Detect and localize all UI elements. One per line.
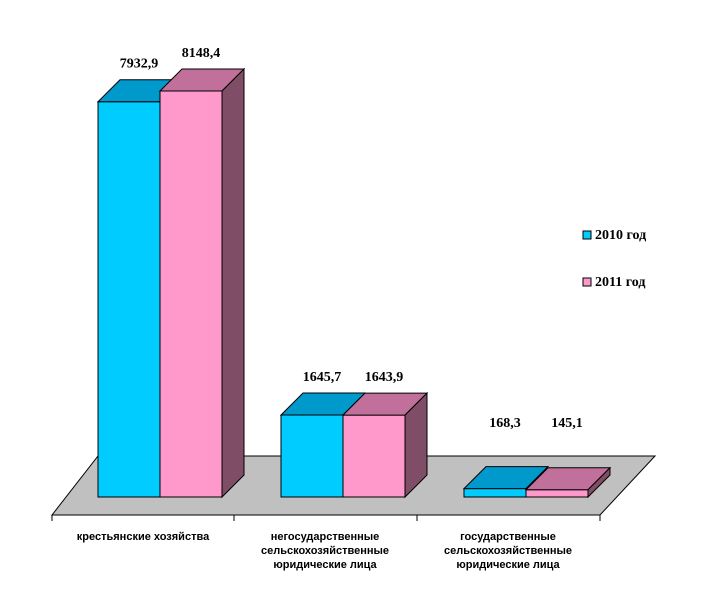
legend-swatch <box>582 277 592 287</box>
bar-side <box>404 391 428 499</box>
data-label: 1645,7 <box>303 370 342 385</box>
legend-label: 2010 год <box>595 228 646 243</box>
bar-side <box>221 67 245 499</box>
bar-front <box>525 489 589 498</box>
bar-front <box>97 101 161 498</box>
data-label: 145,1 <box>551 416 583 431</box>
data-label: 7932,9 <box>120 57 159 72</box>
bar-front <box>342 414 406 498</box>
data-label: 168,3 <box>489 416 521 431</box>
legend-swatch <box>582 230 592 240</box>
bar-2011-cat-2 <box>341 391 429 499</box>
bar-top <box>462 466 550 490</box>
bar-front <box>159 90 223 498</box>
category-label: крестьянские хозяйства <box>77 531 210 543</box>
data-label: 1643,9 <box>365 370 404 385</box>
category-label: негосударственные сельскохозяйственные юри… <box>261 531 389 571</box>
data-label: 8148,4 <box>182 46 221 61</box>
bar-front <box>463 488 527 498</box>
category-axis <box>51 514 601 521</box>
bars-group <box>96 67 612 499</box>
bar-2010-cat-2 <box>279 392 367 498</box>
bar-front <box>280 414 344 498</box>
category-label: государственные сельскохозяйственные юриди… <box>444 531 572 571</box>
legend: 2010 год 2011 год <box>582 228 646 290</box>
bar-side <box>587 466 611 499</box>
bar-2011-cat-1 <box>158 67 246 499</box>
legend-label: 2011 год <box>595 275 645 290</box>
bar-2011-cat-3 <box>524 466 612 499</box>
category-labels-group: крестьянские хозяйства негосударственные с… <box>77 531 572 571</box>
value-labels-group: 7932,9 8148,4 1645,7 1643,9 168,3 145,1 <box>120 46 583 431</box>
